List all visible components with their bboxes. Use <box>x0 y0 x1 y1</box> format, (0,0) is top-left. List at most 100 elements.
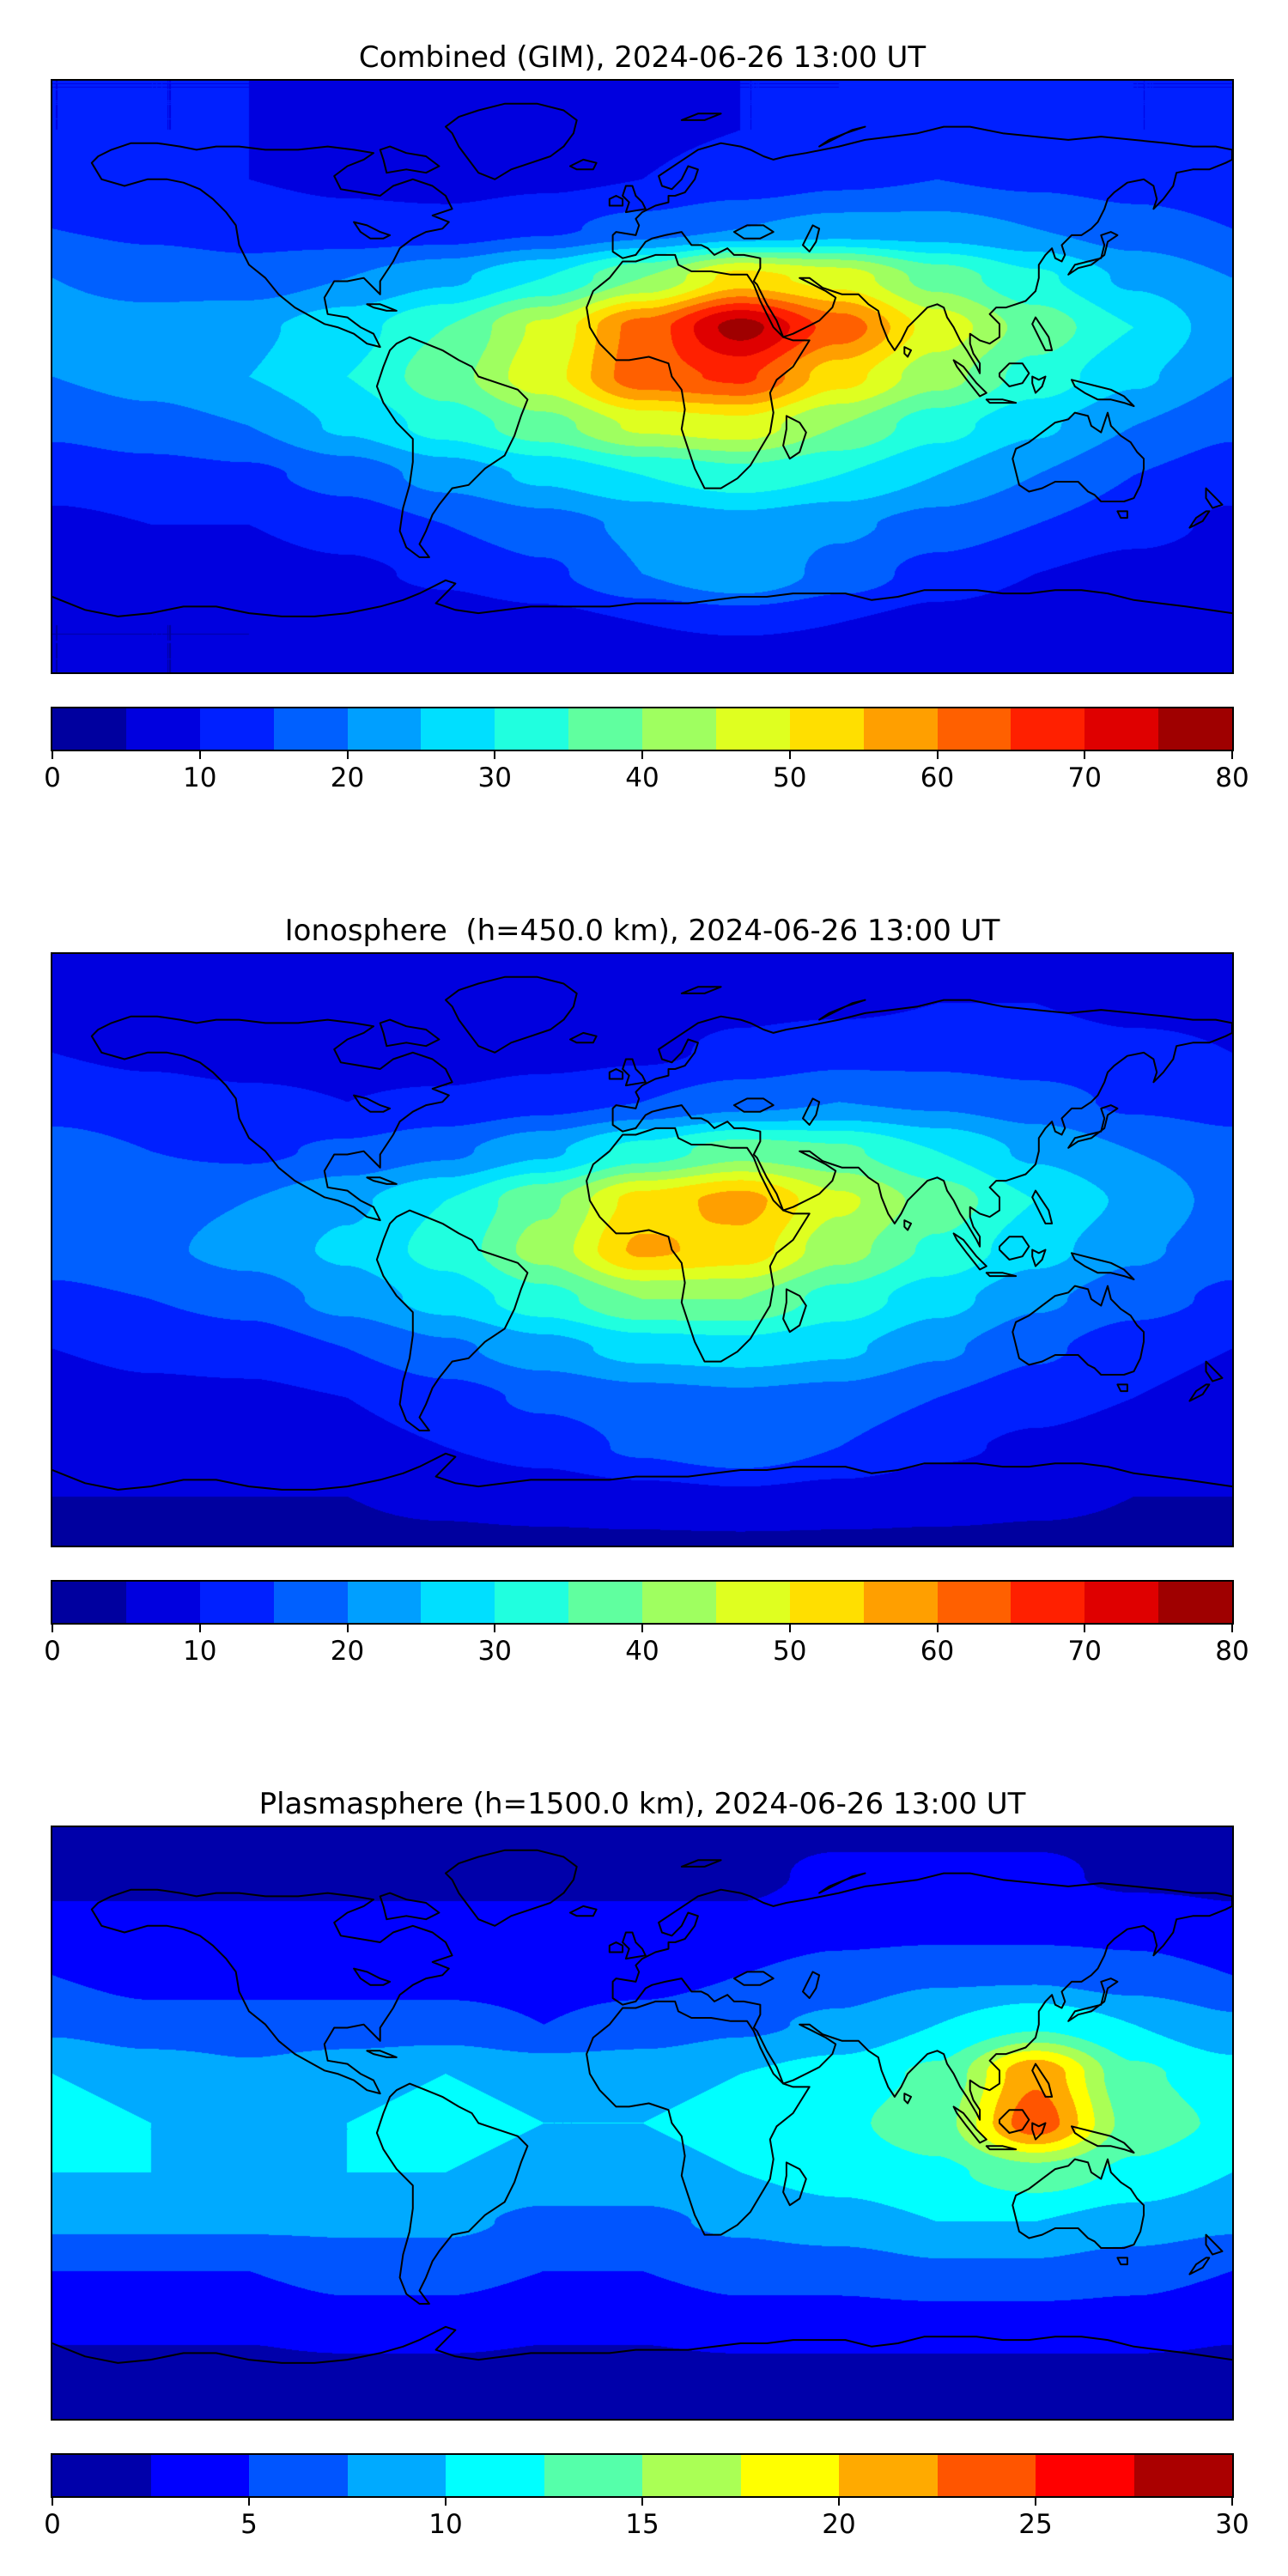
colorbar-segment <box>642 2455 741 2496</box>
colorbar-tick-label: 0 <box>44 2509 61 2540</box>
colorbar-segment <box>568 708 642 750</box>
colorbar-segment <box>421 1582 495 1623</box>
colorbar-tick <box>641 2498 643 2506</box>
colorbar-segment <box>863 708 938 750</box>
colorbar-segment <box>1158 708 1232 750</box>
colorbar-tick-label: 40 <box>625 762 659 793</box>
colorbar-tick-label: 15 <box>625 2509 659 2540</box>
colorbar-tick-label: 25 <box>1018 2509 1053 2540</box>
coastlines-overlay <box>52 102 1232 617</box>
colorbar-segment <box>125 708 200 750</box>
panel-title-ionosphere: Ionosphere (h=450.0 km), 2024-06-26 13:0… <box>284 913 1000 948</box>
colorbar-segment <box>273 1582 348 1623</box>
colorbar-tick-label: 5 <box>240 2509 258 2540</box>
colorbar-tick <box>445 2498 447 2506</box>
colorbar-tick <box>494 751 496 759</box>
panel-plasmasphere: Plasmasphere (h=1500.0 km), 2024-06-26 1… <box>44 1764 1249 2544</box>
colorbar-segment <box>1036 2455 1134 2496</box>
colorbar-segment <box>839 2455 938 2496</box>
colorbar-tick-label: 10 <box>428 2509 463 2540</box>
colorbar-segment <box>52 2455 151 2496</box>
colorbar-tick-label: 50 <box>773 1636 807 1667</box>
colorbar-segment <box>1084 708 1159 750</box>
colorbar-segment <box>789 708 864 750</box>
colorbar-tick <box>1231 2498 1233 2506</box>
colorbar-segment <box>52 1582 126 1623</box>
colorbar-tick <box>641 1625 643 1632</box>
colorbar-tick-label: 0 <box>44 762 61 793</box>
colorbar-segment <box>150 2455 249 2496</box>
coastlines-overlay <box>52 975 1232 1491</box>
colorbar-tick <box>248 2498 250 2506</box>
colorbar-tick <box>1231 1625 1233 1632</box>
colorbar-segment <box>937 708 1012 750</box>
colorbar-segment <box>347 708 422 750</box>
colorbar-segment <box>1084 1582 1159 1623</box>
colorbar-tick <box>1084 1625 1086 1632</box>
colorbar-ticks-plasmasphere: 0 5 10 15 20 25 30 <box>44 2498 1249 2544</box>
colorbar-tick <box>198 751 201 759</box>
colorbar-segment <box>1133 2455 1232 2496</box>
colorbar-segment <box>1158 1582 1232 1623</box>
colorbar-tick <box>1231 751 1233 759</box>
coastline-path <box>90 975 1232 1431</box>
panel-title-combined: Combined (GIM), 2024-06-26 13:00 UT <box>358 39 927 75</box>
colorbar-tick-label: 50 <box>773 762 807 793</box>
colorbar-tick-label: 40 <box>625 1636 659 1667</box>
colorbar-segment <box>273 708 348 750</box>
colorbar-segment <box>421 708 495 750</box>
colorbar-segment <box>125 1582 200 1623</box>
map-plasmasphere <box>51 1826 1234 2421</box>
colorbar-tick <box>936 1625 939 1632</box>
colorbar-tick-label: 20 <box>330 1636 365 1667</box>
colorbar-tick-label: 30 <box>477 1636 512 1667</box>
colorbar-tick-label: 20 <box>822 2509 856 2540</box>
coastline-path <box>90 1849 1232 2305</box>
colorbar-segment <box>446 2455 544 2496</box>
colorbar-segment <box>642 1582 716 1623</box>
colorbar-ticks-ionosphere: 0 10 20 30 40 50 60 70 80 <box>44 1625 1249 1671</box>
colorbar-segment <box>863 1582 938 1623</box>
colorbar-tick <box>52 2498 53 2506</box>
colorbar-segment <box>937 2455 1036 2496</box>
colorbar-segment <box>544 2455 642 2496</box>
map-ionosphere <box>51 952 1234 1547</box>
colorbar-segment <box>1011 1582 1085 1623</box>
colorbar-segment <box>715 1582 790 1623</box>
tec-heatmap-plasmasphere <box>52 1827 1232 2419</box>
coastlines-overlay <box>52 1849 1232 2364</box>
colorbar-tick <box>641 751 643 759</box>
colorbar-tick-label: 60 <box>920 1636 955 1667</box>
colorbar-combined <box>51 707 1234 751</box>
colorbar-segment <box>568 1582 642 1623</box>
panel-title-plasmasphere: Plasmasphere (h=1500.0 km), 2024-06-26 1… <box>258 1786 1026 1821</box>
colorbar-segment <box>249 2455 348 2496</box>
colorbar-tick <box>1035 2498 1036 2506</box>
colorbar-segment <box>347 2455 446 2496</box>
tec-heatmap-combined <box>52 81 1232 672</box>
colorbar-tick-label: 0 <box>44 1636 61 1667</box>
colorbar-tick-label: 10 <box>183 1636 217 1667</box>
panel-ionosphere: Ionosphere (h=450.0 km), 2024-06-26 13:0… <box>44 890 1249 1671</box>
antarctica-coast-path <box>52 1452 1232 1491</box>
map-combined <box>51 79 1234 674</box>
coastline-path <box>90 102 1232 558</box>
colorbar-segment <box>740 2455 839 2496</box>
colorbar-tick-label: 80 <box>1215 762 1249 793</box>
colorbar-tick-label: 60 <box>920 762 955 793</box>
colorbar-tick <box>198 1625 201 1632</box>
colorbar-plasmasphere <box>51 2453 1234 2498</box>
panel-combined-gim: Combined (GIM), 2024-06-26 13:00 UT 0 10 2… <box>44 17 1249 798</box>
colorbar-tick-label: 80 <box>1215 1636 1249 1667</box>
colorbar-ionosphere <box>51 1580 1234 1625</box>
tec-heatmap-ionosphere <box>52 954 1232 1546</box>
colorbar-tick <box>346 1625 349 1632</box>
colorbar-tick <box>494 1625 496 1632</box>
colorbar-segment <box>347 1582 422 1623</box>
colorbar-segment <box>52 708 126 750</box>
antarctica-coast-path <box>52 2325 1232 2364</box>
colorbar-segment <box>937 1582 1012 1623</box>
colorbar-tick <box>838 2498 840 2506</box>
colorbar-tick-label: 70 <box>1067 762 1102 793</box>
colorbar-tick <box>346 751 349 759</box>
